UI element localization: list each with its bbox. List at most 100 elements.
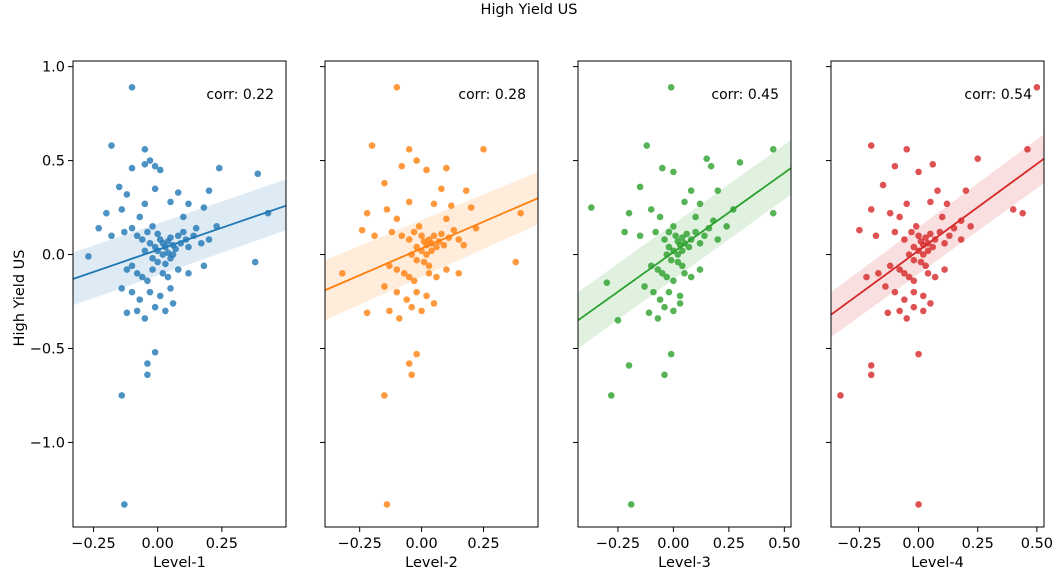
data-point (394, 84, 401, 91)
data-point (643, 142, 650, 149)
data-point (384, 206, 391, 213)
data-point (668, 84, 675, 91)
data-point (152, 349, 159, 356)
data-point (659, 165, 666, 172)
data-point (460, 242, 467, 249)
data-point (201, 263, 208, 270)
data-point (134, 308, 141, 315)
data-point (428, 247, 435, 254)
data-point (162, 308, 169, 315)
data-point (129, 225, 136, 232)
data-point (450, 227, 457, 234)
x-tick-label: −0.25 (596, 536, 640, 552)
data-point (677, 293, 684, 300)
data-point (198, 240, 205, 247)
x-axis-label: Level-3 (658, 555, 711, 571)
data-point (443, 266, 450, 273)
data-point (666, 244, 673, 251)
data-point (1024, 146, 1031, 153)
x-tick-label: 0.50 (768, 536, 800, 552)
data-point (958, 236, 965, 243)
data-point (394, 216, 401, 223)
data-point (661, 371, 668, 378)
data-point (657, 214, 664, 221)
data-point (406, 146, 413, 153)
data-point (144, 229, 151, 236)
data-point (142, 315, 149, 322)
data-point (381, 283, 388, 290)
data-point (180, 229, 187, 236)
data-point (626, 362, 633, 369)
data-point (423, 293, 430, 300)
data-point (913, 223, 920, 230)
data-point (892, 163, 899, 170)
data-point (364, 210, 371, 217)
data-point (911, 244, 918, 251)
data-point (411, 278, 418, 285)
data-point (652, 229, 659, 236)
data-point (175, 189, 182, 196)
data-point (118, 392, 125, 399)
data-point (175, 266, 182, 273)
y-tick-label: 1.0 (42, 60, 65, 76)
data-point (406, 236, 413, 243)
data-point (165, 274, 172, 281)
data-point (1010, 206, 1017, 213)
data-point (157, 167, 164, 174)
data-point (129, 263, 136, 270)
data-point (650, 289, 657, 296)
x-tick-label: −0.25 (337, 536, 381, 552)
panels: −0.25 0.00 0.251.00.50.0−0.5−1.0Level-1cor… (30, 60, 1053, 571)
data-point (512, 259, 519, 266)
data-point (426, 263, 433, 270)
data-point (433, 274, 440, 281)
data-point (887, 263, 894, 270)
data-point (637, 232, 644, 239)
data-point (443, 165, 450, 172)
data-point (85, 253, 92, 260)
x-tick-label: 0.50 (1021, 536, 1053, 552)
data-point (406, 199, 413, 206)
data-point (939, 214, 946, 221)
data-point (873, 232, 880, 239)
data-point (708, 163, 715, 170)
data-point (154, 231, 161, 238)
data-point (941, 240, 948, 247)
data-point (737, 159, 744, 166)
x-tick-label: 0.25 (467, 536, 499, 552)
data-point (911, 289, 918, 296)
data-point (967, 223, 974, 230)
y-axis-label: High Yield US (12, 250, 28, 347)
data-point (714, 236, 721, 243)
data-point (683, 231, 690, 238)
data-point (963, 187, 970, 194)
data-point (185, 201, 192, 208)
data-point (129, 84, 136, 91)
data-point (885, 309, 892, 316)
data-point (426, 270, 433, 277)
y-tick-label: −0.5 (30, 341, 65, 357)
figure-suptitle: High Yield US (481, 2, 578, 18)
data-point (915, 232, 922, 239)
data-point (438, 231, 445, 238)
data-point (892, 289, 899, 296)
data-point (621, 229, 628, 236)
data-point (216, 165, 223, 172)
data-point (339, 270, 346, 277)
x-tick-label: 0.25 (713, 536, 745, 552)
data-point (149, 223, 156, 230)
data-point (608, 392, 615, 399)
subplot-3: −0.25 0.00 0.25 0.50Level-3corr: 0.45 (573, 61, 800, 571)
data-point (381, 180, 388, 187)
data-point (666, 229, 673, 236)
x-tick-label: 0.00 (142, 536, 174, 552)
x-axis-label: Level-1 (153, 555, 206, 571)
data-point (448, 202, 455, 209)
data-point (892, 229, 899, 236)
data-point (896, 214, 903, 221)
data-point (423, 167, 430, 174)
data-point (144, 371, 151, 378)
data-point (147, 289, 154, 296)
data-point (121, 501, 128, 508)
data-point (406, 360, 413, 367)
